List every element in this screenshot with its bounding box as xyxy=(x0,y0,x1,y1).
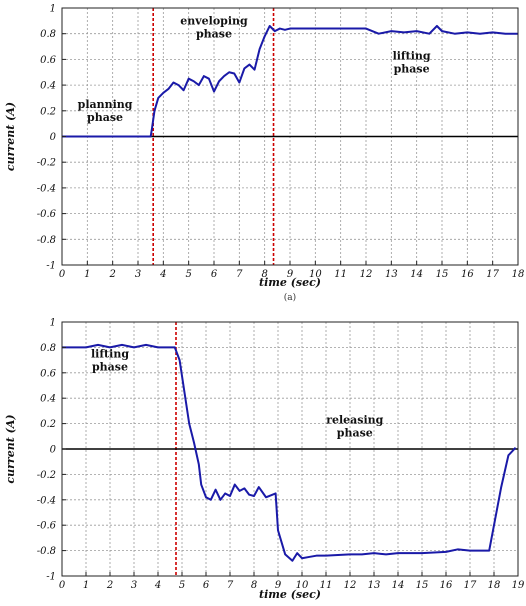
y-tick-label: -0.6 xyxy=(37,521,57,532)
x-tick-label: 0 xyxy=(59,580,66,591)
x-tick-label: 17 xyxy=(464,580,477,591)
x-tick-label: 0 xyxy=(59,269,66,280)
y-tick-label: -0.2 xyxy=(37,158,56,169)
chart-2: -1-0.8-0.6-0.4-0.200.20.40.60.810 1 2 3 4 5 6 7… xyxy=(4,318,525,602)
x-tick-label: 14 xyxy=(392,580,405,591)
x-tick-label: 6 xyxy=(203,580,210,591)
y-tick-label: -0.4 xyxy=(37,183,56,194)
phase-annotation: releasing phase xyxy=(326,414,383,440)
x-tick-label: 4 xyxy=(154,580,161,591)
x-tick-label: 5 xyxy=(179,580,185,591)
y-tick-label: 1 xyxy=(50,318,56,329)
y-tick-label: -0.6 xyxy=(37,209,57,220)
x-tick-label: 14 xyxy=(410,269,423,280)
y-tick-label: 1 xyxy=(50,4,56,15)
x-tick-label: 5 xyxy=(185,269,191,280)
phase-annotation: planning phase xyxy=(78,98,133,124)
phase-annotation-line: releasing xyxy=(326,414,383,427)
phase-annotation-line: lifting xyxy=(393,49,431,62)
phase-annotation-line: planning xyxy=(78,98,133,111)
series-line xyxy=(62,24,518,138)
x-tick-label: 12 xyxy=(360,269,373,280)
x-tick-label: 16 xyxy=(461,269,474,280)
x-tick-label: 13 xyxy=(368,580,381,591)
phase-annotation: lifting phase xyxy=(393,49,431,75)
x-tick-label: 2 xyxy=(108,269,115,280)
x-tick-label: 7 xyxy=(236,269,243,280)
x-tick-label: 12 xyxy=(344,580,357,591)
y-tick-label: -1 xyxy=(46,572,56,583)
x-tick-label: 18 xyxy=(488,580,501,591)
phase-annotation-line: phase xyxy=(196,28,232,41)
y-tick-label: 0.6 xyxy=(40,55,57,66)
x-tick-label: 11 xyxy=(334,269,347,280)
x-tick-label: 13 xyxy=(385,269,398,280)
phase-annotation-line: lifting xyxy=(91,348,129,361)
phase-annotation-line: phase xyxy=(337,427,373,440)
x-tick-label: 10 xyxy=(309,269,322,280)
y-tick-label: -1 xyxy=(46,261,56,272)
y-axis-label: current (A) xyxy=(4,102,17,171)
x-tick-label: 1 xyxy=(83,580,89,591)
phase-annotation: lifting phase xyxy=(91,348,129,374)
phase-annotation: enveloping phase xyxy=(180,15,248,41)
x-tick-label: 6 xyxy=(211,269,218,280)
x-tick-label: 17 xyxy=(486,269,499,280)
x-tick-label: 11 xyxy=(320,580,333,591)
x-tick-label: 8 xyxy=(251,580,257,591)
y-tick-label: -0.4 xyxy=(37,495,56,506)
phase-annotation-line: enveloping xyxy=(180,15,248,28)
y-tick-label: 0.2 xyxy=(40,419,56,430)
x-tick-label: 16 xyxy=(440,580,453,591)
phase-annotation-line: phase xyxy=(87,111,123,124)
x-tick-label: 7 xyxy=(227,580,234,591)
y-tick-label: 0.8 xyxy=(40,343,56,354)
x-tick-label: 15 xyxy=(416,580,429,591)
x-tick-label: 4 xyxy=(159,269,166,280)
x-tick-label: 10 xyxy=(296,580,309,591)
x-tick-label: 19 xyxy=(512,580,525,591)
x-tick-label: 2 xyxy=(106,580,113,591)
x-tick-label: 3 xyxy=(131,580,137,591)
chart-caption: (a) xyxy=(284,292,296,303)
chart-1: -1-0.8-0.6-0.4-0.200.20.40.60.810 1 2 3 4 5 6 7… xyxy=(4,4,524,304)
x-tick-label: 8 xyxy=(261,269,267,280)
y-tick-label: 0.8 xyxy=(40,29,56,40)
x-tick-label: 9 xyxy=(275,580,282,591)
x-tick-label: 9 xyxy=(287,269,294,280)
x-axis-label: time (sec) xyxy=(259,588,321,601)
y-tick-label: 0 xyxy=(50,445,57,456)
x-tick-label: 15 xyxy=(436,269,449,280)
y-tick-label: 0 xyxy=(50,132,57,143)
y-tick-label: 0.6 xyxy=(40,368,57,379)
y-tick-label: -0.2 xyxy=(37,470,56,481)
phase-annotation-line: phase xyxy=(92,361,128,374)
y-tick-label: 0.2 xyxy=(40,106,56,117)
y-tick-label: -0.8 xyxy=(37,235,56,246)
x-tick-label: 1 xyxy=(84,269,90,280)
series-line xyxy=(62,343,517,562)
y-tick-label: -0.8 xyxy=(37,546,56,557)
phase-annotation-line: phase xyxy=(394,62,430,75)
y-axis-label: current (A) xyxy=(4,414,17,483)
x-tick-label: 18 xyxy=(512,269,525,280)
y-tick-label: 0.4 xyxy=(40,81,56,92)
y-tick-label: 0.4 xyxy=(40,394,56,405)
x-tick-label: 3 xyxy=(135,269,141,280)
x-axis-label: time (sec) xyxy=(259,276,321,289)
